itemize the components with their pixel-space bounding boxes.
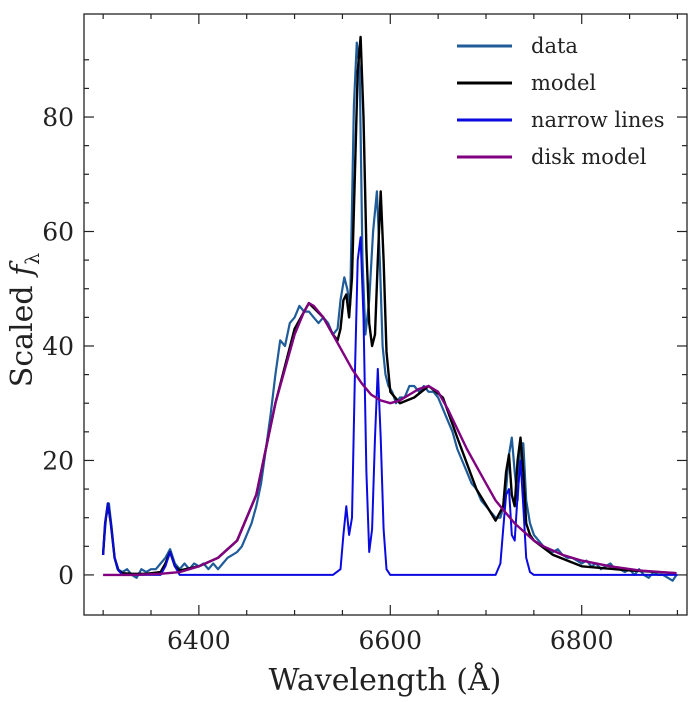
legend-label: narrow lines (531, 108, 665, 132)
y-tick-label: 80 (42, 103, 74, 132)
x-tick-label: 6800 (550, 626, 614, 655)
y-tick-label: 60 (42, 218, 74, 247)
y-tick-label: 0 (58, 561, 74, 590)
x-tick-label: 6600 (358, 626, 422, 655)
series-line-narrow-lines (102, 236, 678, 576)
y-axis-label-main: Scaled (5, 276, 40, 387)
tick-marks (84, 14, 687, 615)
y-axis-label-subscript: λ (22, 253, 44, 265)
y-tick-label: 20 (42, 446, 74, 475)
legend-label: disk model (531, 145, 647, 169)
y-tick-label: 40 (42, 332, 74, 361)
series-line-disk-model (103, 301, 677, 577)
legend: data model narrow lines disk model (457, 34, 665, 169)
x-tick-label: 6400 (167, 626, 231, 655)
legend-label: model (531, 71, 596, 95)
legend-label: data (531, 34, 578, 58)
x-axis-label: Wavelength (Å) (269, 662, 502, 698)
y-axis-label: Scaled fλ (5, 253, 44, 387)
plot-area (101, 35, 678, 582)
tick-labels: 6400 6600 6800 0 20 40 60 80 (42, 103, 613, 655)
plot-frame (83, 13, 688, 616)
